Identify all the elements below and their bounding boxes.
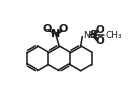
Text: O: O [58, 25, 67, 34]
Text: S: S [89, 30, 97, 40]
Text: −: − [42, 24, 49, 33]
Text: O: O [43, 25, 52, 34]
Text: N: N [51, 29, 60, 39]
Text: O: O [95, 36, 104, 46]
Text: CH₃: CH₃ [105, 31, 122, 40]
Text: O: O [95, 25, 104, 35]
Text: NH: NH [83, 31, 97, 40]
